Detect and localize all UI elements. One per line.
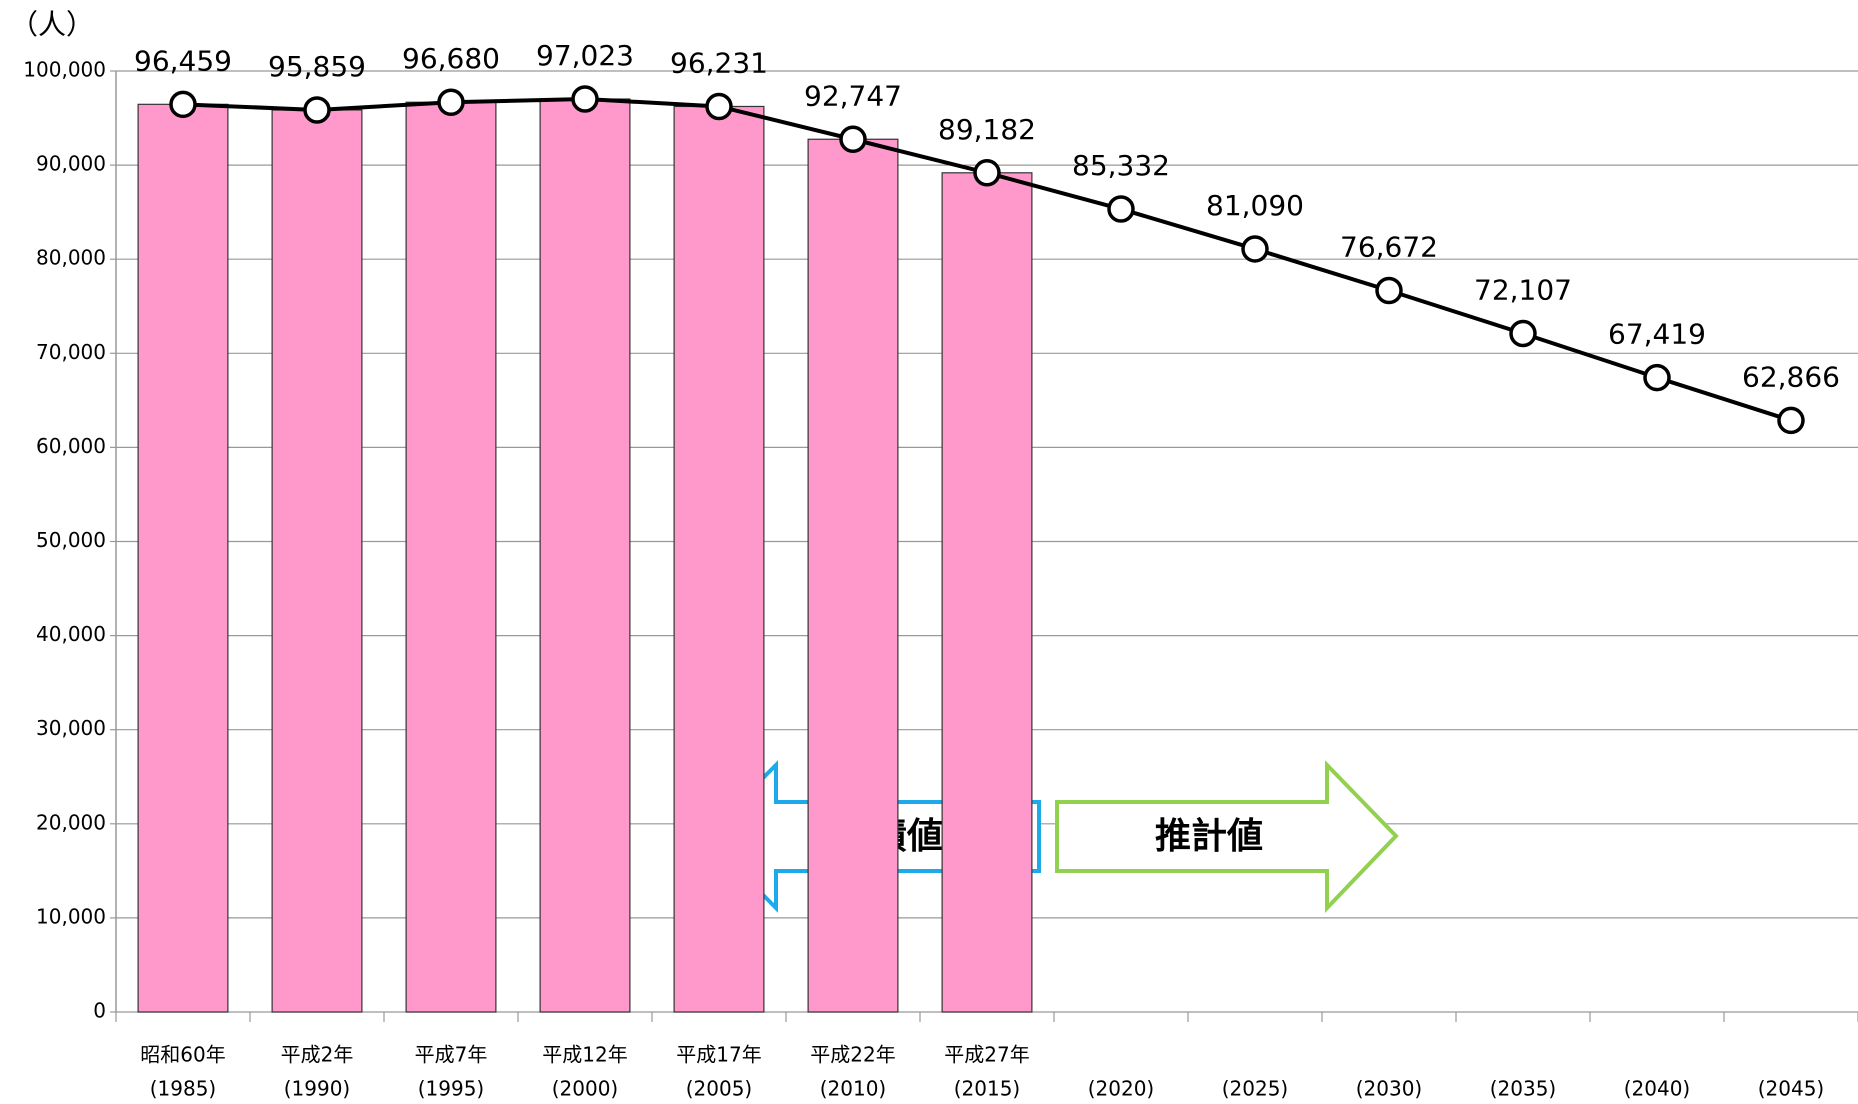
marker [303, 96, 331, 124]
marker [1107, 195, 1135, 223]
y-tick-label: 100,000 [23, 58, 106, 82]
x-tick-label: (1985) [150, 1077, 217, 1101]
bar [941, 172, 1033, 1013]
y-tick-label: 80,000 [36, 246, 106, 270]
marker [571, 85, 599, 113]
y-tick-label: 10,000 [36, 904, 106, 928]
x-tick-label: (2040) [1624, 1077, 1691, 1101]
bar [673, 105, 765, 1013]
data-label: 62,866 [1742, 360, 1840, 393]
x-tick-label: 平成7年 [415, 1043, 488, 1067]
x-tick-label: 平成12年 [542, 1043, 627, 1067]
x-tick-label: (2015) [954, 1077, 1021, 1101]
y-tick-label: 70,000 [36, 340, 106, 364]
data-label: 72,107 [1474, 273, 1572, 306]
data-label: 95,859 [268, 50, 366, 83]
x-tick-label: (2045) [1758, 1077, 1825, 1101]
marker [1509, 319, 1537, 348]
marker [1241, 235, 1269, 263]
x-tick-label: 昭和60年 [140, 1043, 225, 1067]
x-tick-label: (2030) [1356, 1077, 1423, 1101]
bar [539, 98, 631, 1013]
bar [807, 138, 899, 1013]
x-tick-label: 平成2年 [281, 1043, 354, 1067]
x-tick-label: (2000) [552, 1077, 619, 1101]
x-tick-label: (2005) [686, 1077, 753, 1101]
data-label: 92,747 [804, 79, 902, 112]
bar [405, 101, 497, 1013]
marker [705, 92, 733, 121]
marker [839, 125, 867, 154]
data-label: 96,680 [402, 42, 500, 75]
annotation: 推計値 [1155, 816, 1263, 857]
marker [1375, 276, 1403, 305]
data-label: 67,419 [1608, 318, 1706, 351]
marker [169, 90, 197, 119]
data-label: 76,672 [1340, 231, 1438, 264]
x-tick-label: (2035) [1490, 1077, 1557, 1101]
bar [137, 103, 229, 1013]
data-label: 85,332 [1072, 149, 1170, 182]
x-tick-label: (1990) [284, 1077, 351, 1101]
data-label: 81,090 [1206, 189, 1304, 222]
y-tick-label: 30,000 [36, 716, 106, 740]
bar [271, 109, 363, 1013]
marker [973, 159, 1001, 187]
y-tick-label: 20,000 [36, 810, 106, 834]
x-tick-label: (2020) [1088, 1077, 1155, 1101]
x-tick-label: (2010) [820, 1077, 887, 1101]
y-tick-label: 60,000 [36, 434, 106, 458]
x-tick-label: (1995) [418, 1077, 485, 1101]
y-tick-label: 40,000 [36, 622, 106, 646]
x-tick-label: 平成22年 [810, 1043, 895, 1067]
x-tick-label: 平成27年 [944, 1043, 1029, 1067]
data-label: 96,459 [134, 44, 232, 77]
y-unit: （人） [10, 8, 94, 41]
marker [1643, 363, 1671, 392]
x-tick-label: 平成17年 [676, 1043, 761, 1067]
forecast-arrow [1055, 760, 1399, 913]
x-tick-label: (2025) [1222, 1077, 1289, 1101]
y-tick-label: 0 [93, 999, 106, 1023]
marker [1777, 406, 1805, 435]
y-tick-label: 90,000 [36, 152, 106, 176]
data-label: 97,023 [536, 39, 634, 72]
data-label: 89,182 [938, 113, 1036, 146]
marker [437, 88, 465, 116]
y-tick-label: 50,000 [36, 528, 106, 552]
data-label: 96,231 [670, 46, 768, 79]
